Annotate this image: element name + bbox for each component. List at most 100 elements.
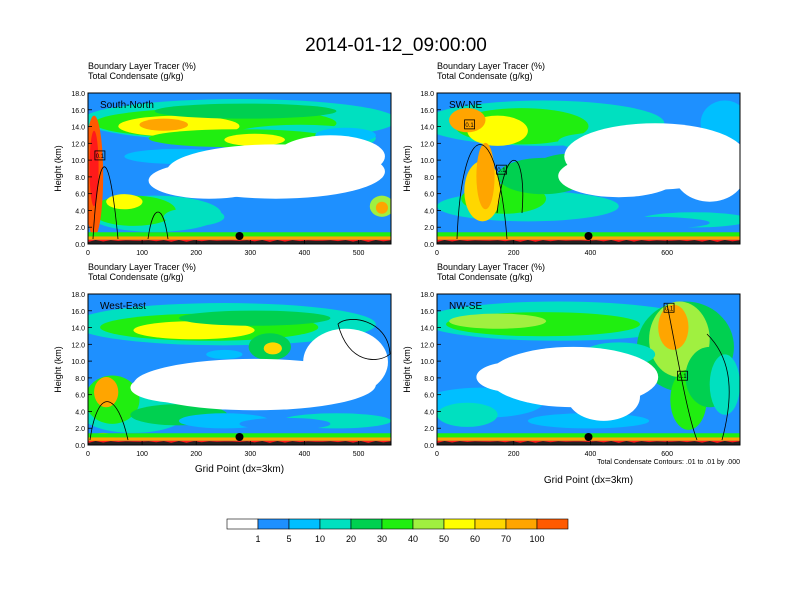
field-shade xyxy=(254,216,376,229)
y-tick-label: 12.0 xyxy=(71,141,85,148)
panel-title-line2: Total Condensate (g/kg) xyxy=(437,71,533,81)
x-tick-label: 600 xyxy=(661,250,673,257)
panel-title-line2: Total Condensate (g/kg) xyxy=(88,272,184,282)
condensate-contours xyxy=(666,303,730,441)
plot-frame xyxy=(436,92,741,245)
x-tick-label: 400 xyxy=(585,250,597,257)
field-clear-region xyxy=(148,162,270,199)
y-tick-label: 10.0 xyxy=(71,359,85,366)
colorbar-swatch xyxy=(474,518,507,530)
colorbar-swatch xyxy=(381,518,414,530)
terrain xyxy=(88,240,391,244)
colorbar-tick-label: 30 xyxy=(377,534,387,544)
colorbar-swatch xyxy=(257,518,290,530)
x-tick-label: 500 xyxy=(353,250,365,257)
field-clear-region xyxy=(558,154,680,198)
y-tick-label: 4.0 xyxy=(75,409,85,416)
contour-label-box xyxy=(496,164,507,175)
y-tick-label: 16.0 xyxy=(71,309,85,316)
colorbar-tick-label: 100 xyxy=(529,534,544,544)
y-tick-label: 18.0 xyxy=(420,91,434,98)
y-tick-label: 16.0 xyxy=(71,108,85,115)
x-tick-label: 200 xyxy=(190,250,202,257)
x-tick-label: 300 xyxy=(244,250,256,257)
contour-label: 0.1 xyxy=(497,168,506,174)
location-marker xyxy=(235,232,244,240)
y-tick-label: 6.0 xyxy=(75,192,85,199)
x-tick-label: 200 xyxy=(508,451,520,458)
x-tick-label: 0 xyxy=(435,250,439,257)
panel-label: South-North xyxy=(100,100,154,111)
contour-label-box xyxy=(464,119,476,130)
x-axis-label: Grid Point (dx=3km) xyxy=(544,475,633,486)
colorbar-tick-label: 10 xyxy=(315,534,325,544)
field-clear-region xyxy=(476,361,550,393)
contour-line xyxy=(337,319,391,360)
panel-title-line2: Total Condensate (g/kg) xyxy=(88,71,184,81)
y-tick-label: 8.0 xyxy=(424,376,434,383)
y-tick-label: 18.0 xyxy=(420,292,434,299)
panel-title-line1: Boundary Layer Tracer (%) xyxy=(437,262,545,272)
y-tick-label: 14.0 xyxy=(420,125,434,132)
field-clear-region xyxy=(673,141,740,202)
y-tick-label: 18.0 xyxy=(71,91,85,98)
panel-title-line1: Boundary Layer Tracer (%) xyxy=(88,262,196,272)
field-clear-region xyxy=(275,135,385,178)
main-title: 2014-01-12_09:00:00 xyxy=(305,35,487,56)
x-tick-label: 600 xyxy=(661,451,673,458)
field-shade xyxy=(106,194,143,210)
x-tick-label: 300 xyxy=(244,451,256,458)
x-tick-label: 500 xyxy=(353,451,365,458)
colorbar-swatch xyxy=(536,518,569,530)
y-tick-label: 6.0 xyxy=(424,192,434,199)
x-tick-label: 400 xyxy=(299,451,311,458)
field-shade xyxy=(588,216,710,229)
y-tick-label: 2.0 xyxy=(75,225,85,232)
panel-label: West-East xyxy=(100,301,146,312)
field-clear-region xyxy=(130,372,228,403)
field-2 xyxy=(88,294,391,445)
panel-west-east: West-East Boundary Layer Tracer (%)Total … xyxy=(53,262,392,475)
location-marker xyxy=(584,433,593,441)
field-shade xyxy=(89,130,99,207)
y-axis-label: Height (km) xyxy=(402,346,412,393)
contour-line xyxy=(666,303,698,441)
field-shade xyxy=(437,402,498,427)
x-tick-label: 400 xyxy=(299,250,311,257)
condensate-contours xyxy=(89,319,391,441)
location-marker xyxy=(584,232,593,240)
y-tick-label: 14.0 xyxy=(420,326,434,333)
contour-label-box xyxy=(94,150,106,161)
y-tick-label: 0.0 xyxy=(424,443,434,450)
contour-line xyxy=(496,160,524,214)
contour-label: 0.1 xyxy=(665,306,674,312)
x-axis-label: Grid Point (dx=3km) xyxy=(195,464,284,475)
field-shade xyxy=(239,417,331,430)
colorbar-tick-label: 60 xyxy=(470,534,480,544)
contour-line xyxy=(89,401,129,441)
x-tick-label: 0 xyxy=(86,451,90,458)
y-tick-label: 0.0 xyxy=(75,443,85,450)
colorbar-tick-label: 50 xyxy=(439,534,449,544)
field-shade xyxy=(133,321,255,340)
x-tick-label: 0 xyxy=(435,451,439,458)
x-tick-label: 400 xyxy=(585,451,597,458)
field-1 xyxy=(437,93,740,244)
field-shade xyxy=(154,103,337,119)
contour-label: 0.1 xyxy=(678,374,687,380)
y-tick-label: 16.0 xyxy=(420,309,434,316)
y-tick-label: 12.0 xyxy=(420,342,434,349)
x-tick-label: 200 xyxy=(508,250,520,257)
field-3 xyxy=(437,294,740,445)
colorbar: 1 5 10 20 30 40 50 60 70 100 xyxy=(226,518,569,544)
field-clear-region xyxy=(567,372,641,421)
contour-line xyxy=(706,333,730,441)
colorbar-tick-label: 20 xyxy=(346,534,356,544)
y-tick-label: 10.0 xyxy=(71,158,85,165)
condensate-contours xyxy=(456,144,524,240)
x-tick-label: 0 xyxy=(86,250,90,257)
panel-title-line1: Boundary Layer Tracer (%) xyxy=(88,61,196,71)
contour-label-box xyxy=(677,370,688,381)
